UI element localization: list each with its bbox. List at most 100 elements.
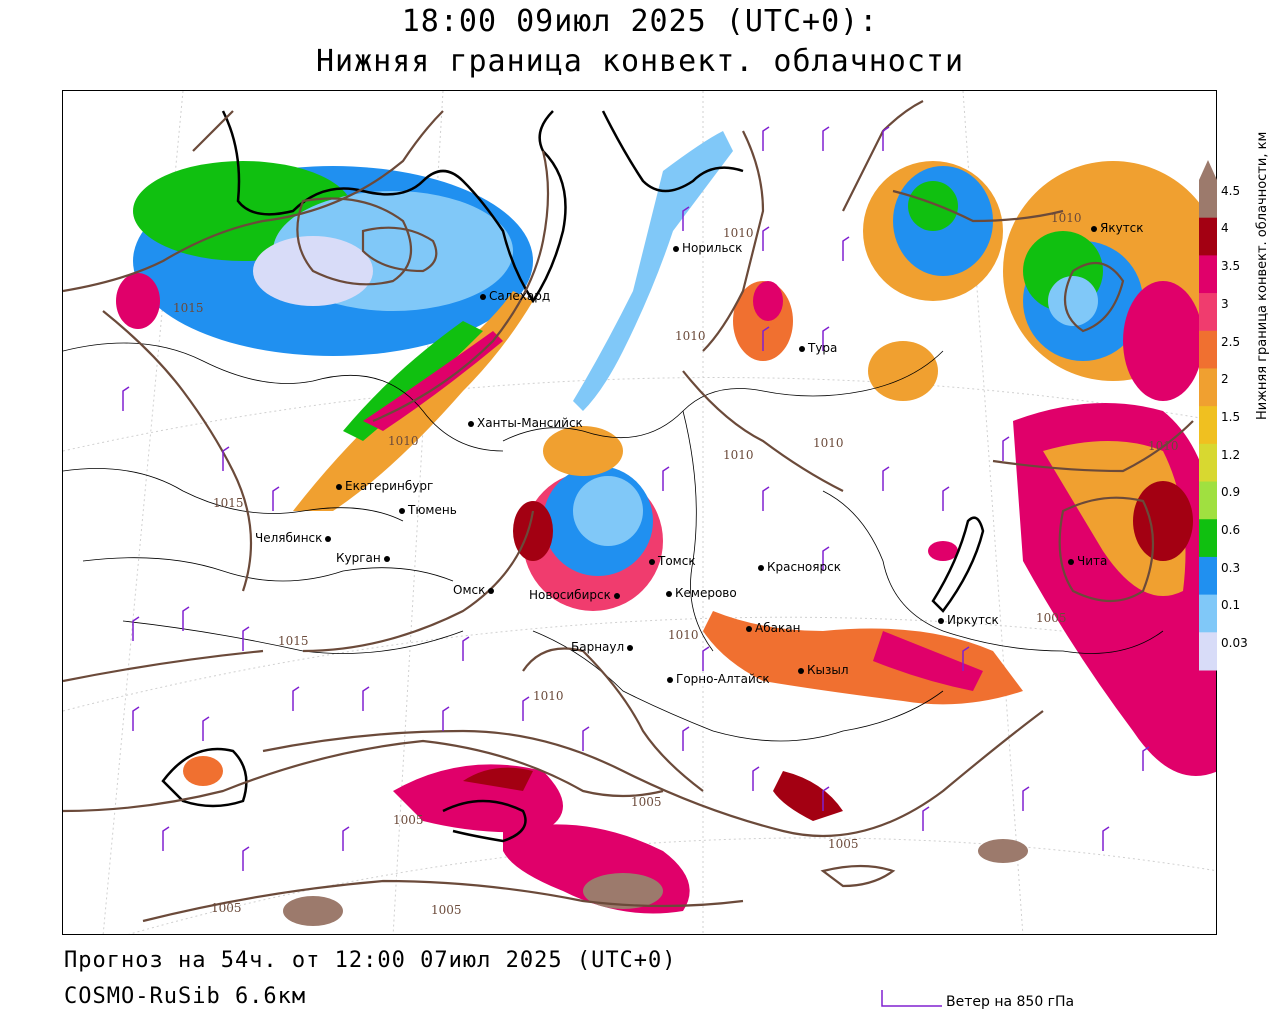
legend-tick-label: 0.03 bbox=[1221, 636, 1248, 651]
isobar-label: 1010 bbox=[388, 434, 419, 448]
city-marker bbox=[758, 564, 764, 571]
isobar-label: 1010 bbox=[675, 329, 706, 343]
city-label-abakan[interactable]: Абакан bbox=[746, 621, 800, 635]
city-label-chita[interactable]: Чита bbox=[1068, 554, 1107, 568]
legend-tick-label: 0.3 bbox=[1221, 560, 1241, 575]
cloud-field-north-center bbox=[573, 131, 793, 411]
city-marker bbox=[799, 345, 805, 352]
city-label-omsk[interactable]: Омск bbox=[453, 583, 497, 597]
city-marker bbox=[399, 507, 405, 514]
isobar-label: 1015 bbox=[213, 496, 244, 510]
city-label-chelyabinsk[interactable]: Челябинск bbox=[255, 531, 334, 545]
city-marker bbox=[673, 245, 679, 252]
isobar-label: 1010 bbox=[533, 689, 564, 703]
forecast-info: Прогноз на 54ч. от 12:00 07июл 2025 (UTC… bbox=[64, 948, 677, 973]
cloud-field-ne bbox=[863, 161, 1216, 401]
city-name: Омск bbox=[453, 583, 486, 597]
city-label-tura[interactable]: Тура bbox=[799, 341, 837, 355]
city-label-irkutsk[interactable]: Иркутск bbox=[938, 613, 999, 627]
legend-swatch bbox=[1199, 255, 1217, 294]
legend-tick-label: 4.5 bbox=[1221, 183, 1241, 198]
legend-swatch bbox=[1199, 443, 1217, 483]
city-name: Салехард bbox=[489, 289, 551, 303]
legend-swatch bbox=[1199, 293, 1217, 332]
city-marker bbox=[383, 555, 390, 562]
legend-swatch bbox=[1199, 481, 1217, 520]
legend-tick-label: 3 bbox=[1221, 296, 1229, 311]
isobar-label: 1005 bbox=[1036, 611, 1067, 625]
city-label-ekaterinburg[interactable]: Екатеринбург bbox=[336, 479, 433, 493]
isobar-label: 1010 bbox=[1051, 211, 1082, 225]
isobar-label: 1010 bbox=[1148, 439, 1179, 453]
city-marker bbox=[336, 483, 342, 490]
city-label-salekhard[interactable]: Салехард bbox=[480, 289, 550, 303]
map-subtitle: Нижняя граница конвект. облачности bbox=[315, 44, 965, 79]
city-name: Тюмень bbox=[408, 503, 457, 517]
city-label-tyumen[interactable]: Тюмень bbox=[399, 503, 457, 517]
map-canvas bbox=[63, 91, 1216, 934]
city-label-norilsk[interactable]: Норильск bbox=[673, 241, 742, 255]
city-label-novosibirsk[interactable]: Новосибирск bbox=[529, 588, 623, 602]
legend-swatch bbox=[1199, 556, 1217, 596]
forecast-map[interactable]: Салехард Норильск Тура Якутск Ханты-Манс… bbox=[62, 90, 1217, 935]
isobar-label: 1015 bbox=[173, 301, 204, 315]
wind-barb-icon bbox=[881, 990, 942, 1007]
legend-top-arrow bbox=[1199, 160, 1217, 180]
legend-tick-label: 0.6 bbox=[1221, 523, 1241, 537]
city-label-tomsk[interactable]: Томск bbox=[649, 554, 696, 568]
admin-borders bbox=[63, 342, 1164, 742]
city-label-khanty-mansiysk[interactable]: Ханты-Мансийск bbox=[468, 416, 583, 430]
city-name: Чита bbox=[1077, 554, 1108, 568]
isobar-label: 1010 bbox=[723, 448, 754, 462]
legend-swatch bbox=[1199, 632, 1217, 671]
city-label-gorno-altaysk[interactable]: Горно-Алтайск bbox=[667, 672, 770, 686]
city-name: Новосибирск bbox=[529, 588, 611, 602]
city-label-barnaul[interactable]: Барнаул bbox=[571, 640, 636, 654]
city-marker bbox=[667, 676, 673, 683]
city-label-kyzyl[interactable]: Кызыл bbox=[798, 663, 849, 677]
city-name: Курган bbox=[336, 551, 381, 565]
wind-legend-label: Ветер на 850 гПа bbox=[946, 994, 1075, 1010]
coastline bbox=[161, 110, 985, 843]
isobar-label: 1005 bbox=[211, 901, 242, 915]
legend-tick-label: 1.2 bbox=[1221, 447, 1241, 462]
city-marker bbox=[480, 293, 486, 300]
city-name: Челябинск bbox=[255, 531, 323, 545]
city-name: Тура bbox=[808, 341, 838, 355]
legend-swatch bbox=[1199, 368, 1217, 407]
city-name: Горно-Алтайск bbox=[676, 672, 770, 686]
city-name: Екатеринбург bbox=[345, 479, 434, 493]
legend-tick-label: 4 bbox=[1221, 221, 1229, 236]
city-marker bbox=[488, 587, 495, 594]
city-marker bbox=[325, 535, 332, 542]
cloud-field-west-siberia bbox=[513, 426, 663, 611]
cloud-field-nw bbox=[116, 161, 533, 511]
city-name: Абакан bbox=[755, 621, 801, 635]
legend-title-text: Нижняя граница конвект. облачности, км bbox=[1255, 131, 1270, 420]
city-label-krasnoyarsk[interactable]: Красноярск bbox=[758, 560, 841, 574]
isobar-label: 1010 bbox=[813, 436, 844, 450]
isobar-label: 1010 bbox=[668, 628, 699, 642]
legend-tick-label: 1.5 bbox=[1221, 409, 1241, 424]
legend-tick-label: 2 bbox=[1221, 372, 1229, 387]
city-label-kemerovo[interactable]: Кемерово bbox=[666, 586, 737, 600]
city-marker bbox=[468, 420, 474, 427]
isobar-label: 1005 bbox=[431, 903, 462, 917]
isobar-label: 1015 bbox=[278, 634, 309, 648]
city-label-yakutsk[interactable]: Якутск bbox=[1091, 221, 1144, 235]
wind-barbs bbox=[122, 126, 1150, 871]
legend-swatch bbox=[1199, 217, 1217, 256]
city-marker bbox=[613, 592, 620, 599]
isobar-label: 1010 bbox=[723, 226, 754, 240]
legend-tick-label: 0.9 bbox=[1221, 485, 1241, 500]
city-label-kurgan[interactable]: Курган bbox=[336, 551, 393, 565]
city-name: Кемерово bbox=[675, 586, 737, 600]
city-marker bbox=[649, 558, 655, 565]
isobar-label: 1005 bbox=[631, 795, 662, 809]
city-marker bbox=[1068, 558, 1074, 565]
isobar-lines bbox=[63, 100, 1194, 923]
city-marker bbox=[666, 590, 672, 597]
legend-tick-label: 0.1 bbox=[1221, 598, 1241, 613]
city-name: Якутск bbox=[1100, 221, 1144, 235]
city-marker bbox=[1091, 225, 1097, 232]
